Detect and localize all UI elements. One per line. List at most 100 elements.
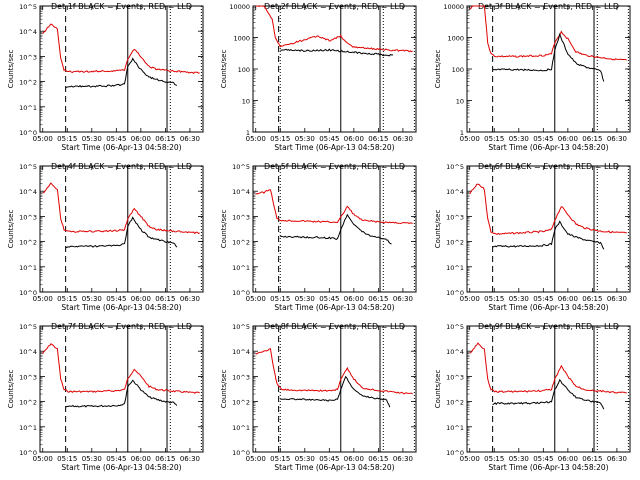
y-tick-label: 10^3 [446,213,464,221]
x-axis-label: Start Time (06-Apr-13 04:58:20) [274,303,394,312]
events-series-line [280,48,394,57]
x-axis-label: Start Time (06-Apr-13 04:58:20) [274,143,394,152]
y-tick-label: 10^0 [446,449,464,457]
x-tick-label: 05:00 [460,455,480,463]
x-tick-label: 05:45 [106,135,126,143]
y-tick-label: 10^4 [232,348,250,356]
events-series-line [492,220,605,250]
x-axis-label: Start Time (06-Apr-13 04:58:20) [61,303,181,312]
y-tick-label: 10^4 [446,348,464,356]
x-tick-label: 05:30 [82,455,102,463]
y-tick-label: 100 [452,66,464,74]
x-tick-label: 05:00 [246,295,266,303]
y-tick-label: 10^1 [19,264,37,272]
y-tick-label: 1 [460,129,464,137]
y-tick-label: 1000 [233,35,250,43]
y-tick-label: 10^4 [19,28,37,36]
y-axis-label: Counts/sec [220,370,228,409]
y-tick-label: 10^1 [19,104,37,112]
y-tick-label: 1 [246,129,250,137]
y-tick-label: 10^3 [232,213,250,221]
x-tick-label: 05:15 [484,135,504,143]
x-tick-label: 06:15 [368,135,388,143]
events-series-line [492,379,605,410]
y-tick-label: 10^5 [446,163,464,171]
x-tick-label: 05:45 [319,135,339,143]
x-tick-label: 05:00 [246,455,266,463]
x-tick-label: 05:15 [270,455,290,463]
y-tick-label: 10^0 [19,129,37,137]
y-tick-label: 10000 [229,3,250,11]
x-tick-label: 05:15 [484,455,504,463]
x-tick-label: 05:45 [533,455,553,463]
x-tick-label: 06:15 [582,455,602,463]
x-tick-label: 06:00 [131,135,151,143]
y-axis-label: Counts/sec [434,370,442,409]
x-tick-label: 06:00 [558,135,578,143]
y-tick-label: 10^0 [19,449,37,457]
x-tick-label: 06:30 [180,455,200,463]
x-tick-label: 05:30 [82,135,102,143]
plot-frame [39,5,204,133]
lld-series-line [255,189,413,225]
x-tick-label: 06:30 [180,135,200,143]
plot-frame [252,5,417,133]
x-axis-label: Start Time (06-Apr-13 04:58:20) [61,143,181,152]
x-tick-label: 05:00 [460,295,480,303]
x-tick-label: 06:15 [368,295,388,303]
x-tick-label: 05:30 [295,455,315,463]
y-tick-label: 10^5 [446,323,464,331]
lld-series-line [42,343,200,394]
x-tick-label: 06:30 [607,295,627,303]
y-tick-label: 1000 [447,35,464,43]
x-tick-label: 06:00 [344,455,364,463]
y-tick-label: 10^4 [19,348,37,356]
x-tick-label: 05:00 [460,135,480,143]
x-tick-label: 05:30 [295,135,315,143]
x-tick-label: 05:45 [533,135,553,143]
events-series-line [492,32,605,82]
events-series-line [280,375,391,408]
y-tick-label: 10^3 [19,373,37,381]
y-tick-label: 10^3 [232,373,250,381]
lld-series-line [255,5,413,53]
lld-series-line [42,182,200,235]
events-series-line [65,216,178,249]
y-tick-label: 10^1 [446,264,464,272]
x-tick-label: 05:15 [57,455,77,463]
plot-frame [466,165,631,293]
lld-series-line [42,23,200,75]
y-axis-label: Counts/sec [434,210,442,249]
plot-frame [252,325,417,453]
plot-frame [466,325,631,453]
y-tick-label: 10^0 [232,449,250,457]
x-axis-label: Start Time (06-Apr-13 04:58:20) [488,303,608,312]
y-tick-label: 10^0 [19,289,37,297]
y-tick-label: 10^5 [19,323,37,331]
y-axis-label: Counts/sec [7,370,15,409]
events-series-line [65,57,178,89]
x-tick-label: 06:00 [344,135,364,143]
x-tick-label: 05:45 [106,455,126,463]
y-tick-label: 10000 [443,3,464,11]
y-tick-label: 10^1 [232,424,250,432]
y-tick-label: 10^0 [232,289,250,297]
y-tick-label: 10^2 [19,399,37,407]
x-tick-label: 05:15 [57,135,77,143]
x-tick-label: 05:45 [106,295,126,303]
x-tick-label: 06:15 [582,135,602,143]
x-tick-label: 05:30 [509,295,529,303]
y-tick-label: 10^2 [446,239,464,247]
y-tick-label: 100 [238,66,250,74]
x-tick-label: 06:00 [131,295,151,303]
x-tick-label: 05:45 [319,455,339,463]
y-tick-label: 10^0 [446,289,464,297]
x-axis-label: Start Time (06-Apr-13 04:58:20) [274,463,394,472]
y-axis-label: Counts/sec [220,50,228,89]
x-tick-label: 06:30 [607,135,627,143]
